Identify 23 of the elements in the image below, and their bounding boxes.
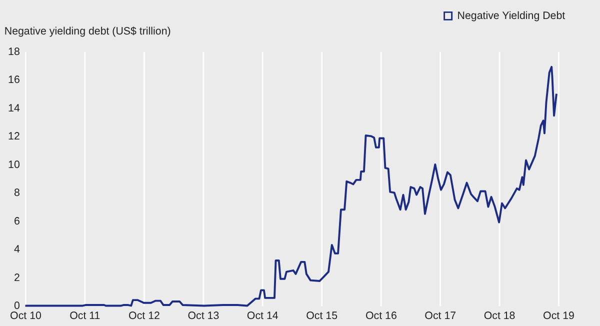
y-tick-label: 4 (14, 244, 20, 256)
x-tick-label: Oct 17 (424, 310, 456, 322)
y-tick-label: 12 (8, 130, 20, 143)
x-tick-label: Oct 11 (70, 310, 100, 322)
line-series (24, 66, 558, 307)
y-tick-label: 2 (14, 272, 20, 284)
y-tick-label: 10 (8, 158, 20, 171)
y-tick-label: 18 (8, 46, 20, 58)
x-tick-label: Oct 18 (484, 310, 516, 322)
x-tick-label: Oct 14 (246, 310, 278, 322)
y-axis-title: Negative yielding debt (US$ trillion) (4, 25, 171, 38)
x-tick-label: Oct 19 (543, 310, 574, 322)
legend-label: Negative Yielding Debt (457, 10, 566, 22)
y-tick-label: 14 (8, 102, 20, 114)
y-tick-label: 16 (8, 74, 20, 86)
x-tick-label: Oct 16 (365, 310, 397, 322)
y-tick-label: 0 (14, 300, 20, 312)
y-tick-label: 6 (14, 215, 20, 228)
x-tick-label: Oct 15 (306, 310, 338, 322)
x-tick-label: Oct 13 (188, 310, 220, 322)
y-tick-label: 8 (14, 187, 20, 200)
x-tick-label: Oct 12 (128, 310, 160, 322)
x-tick-label: Oct 10 (10, 310, 42, 322)
